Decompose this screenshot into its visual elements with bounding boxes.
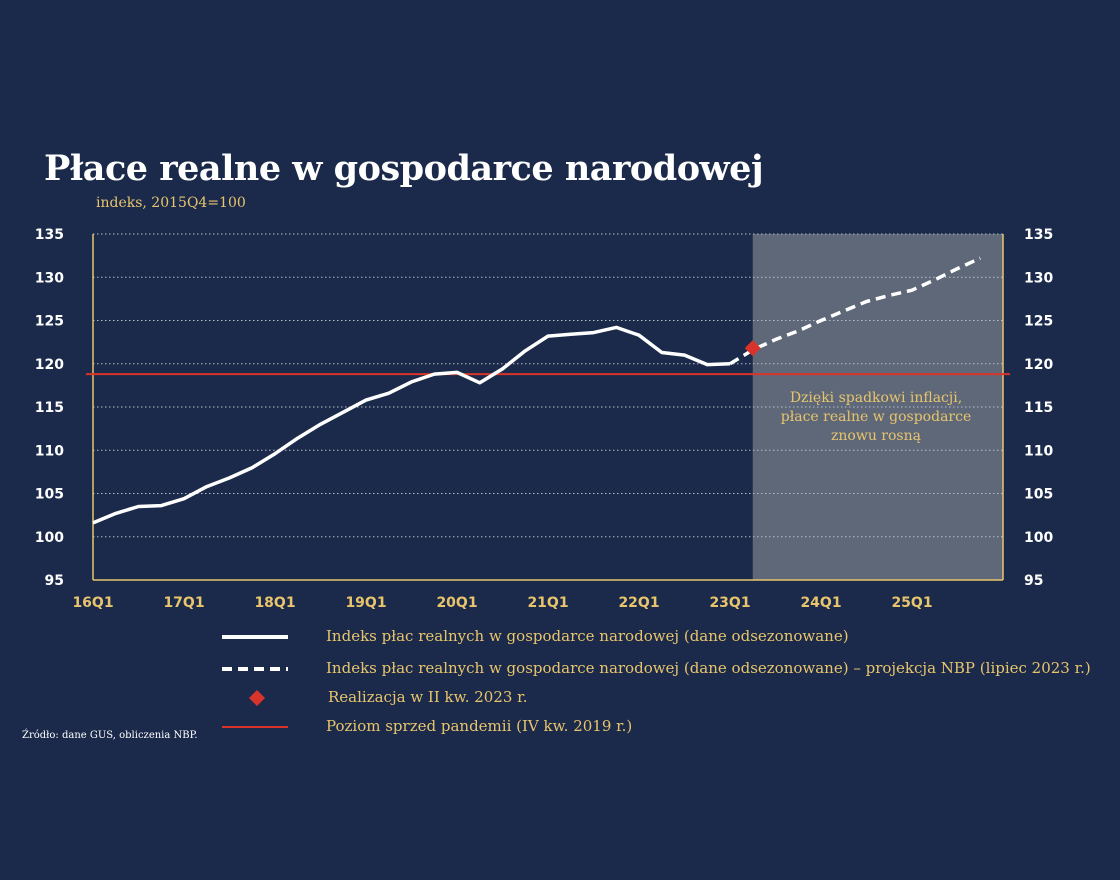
x-tick-label: 16Q1 [72, 595, 113, 611]
q2-2023-marker [744, 340, 761, 357]
actual-series-line [92, 325, 731, 525]
x-tick-label: 18Q1 [254, 595, 295, 611]
y-tick-label-right: 100 [1024, 530, 1053, 546]
x-tick-label: 25Q1 [891, 595, 932, 611]
y-tick-label-right: 135 [1024, 227, 1053, 243]
y-tick-label-right: 120 [1024, 357, 1053, 373]
projection-annotation: płace realne w gospodarce [781, 409, 972, 425]
source-note: Źródło: dane GUS, obliczenia NBP. [22, 730, 198, 741]
x-tick-label: 24Q1 [800, 595, 841, 611]
projection-annotation: znowu rosną [831, 428, 921, 444]
y-tick-label-left: 130 [35, 270, 64, 286]
x-tick-label: 19Q1 [345, 595, 386, 611]
x-tick-label: 22Q1 [618, 595, 659, 611]
legend-label: Poziom sprzed pandemii (IV kw. 2019 r.) [326, 717, 633, 735]
y-tick-label-right: 125 [1024, 314, 1053, 330]
y-tick-label-left: 135 [35, 227, 64, 243]
x-tick-label: 20Q1 [436, 595, 477, 611]
legend-swatch-marker [249, 690, 265, 706]
y-tick-label-left: 115 [35, 400, 64, 416]
legend-label: Realizacja w II kw. 2023 r. [328, 688, 528, 706]
x-tick-label: 21Q1 [527, 595, 568, 611]
y-tick-label-left: 110 [35, 443, 64, 459]
y-tick-label-right: 110 [1024, 443, 1053, 459]
y-tick-label-right: 95 [1024, 573, 1043, 589]
x-tick-label: 17Q1 [163, 595, 204, 611]
y-tick-label-left: 95 [45, 573, 64, 589]
x-tick-label: 23Q1 [709, 595, 750, 611]
projection-series-line [729, 256, 982, 366]
y-tick-label-left: 125 [35, 314, 64, 330]
y-tick-label-left: 120 [35, 357, 64, 373]
legend-label: Indeks płac realnych w gospodarce narodo… [326, 627, 849, 645]
chart-title: Płace realne w gospodarce narodowej [44, 148, 764, 189]
y-tick-label-right: 130 [1024, 270, 1053, 286]
y-tick-label-right: 115 [1024, 400, 1053, 416]
y-tick-label-right: 105 [1024, 487, 1053, 503]
chart-subtitle: indeks, 2015Q4=100 [96, 195, 246, 211]
y-tick-label-left: 105 [35, 487, 64, 503]
y-tick-label-left: 100 [35, 530, 64, 546]
projection-annotation: Dzięki spadkowi inflacji, [790, 390, 962, 406]
legend-label: Indeks płac realnych w gospodarce narodo… [326, 659, 1091, 677]
